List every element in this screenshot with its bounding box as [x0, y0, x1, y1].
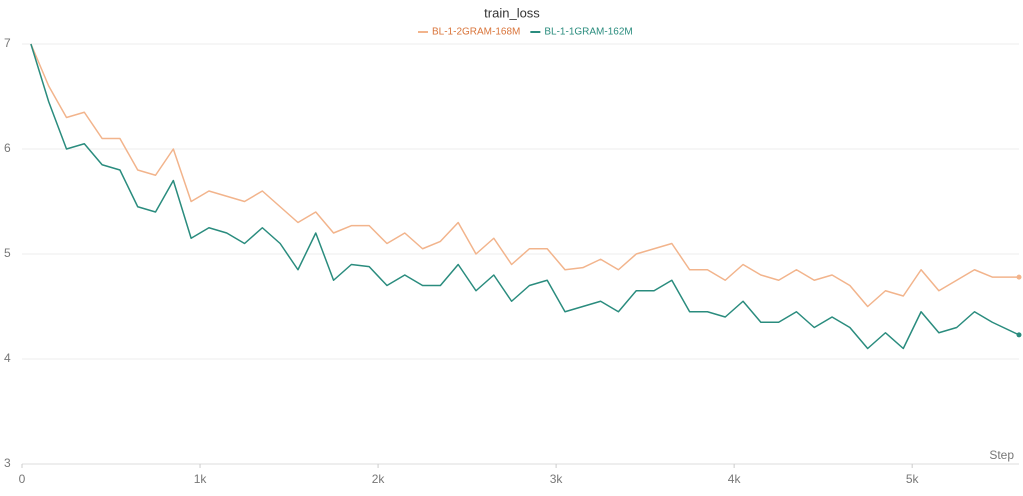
- legend-label: BL-1-1GRAM-162M: [544, 27, 632, 38]
- x-axis-label: Step: [989, 448, 1014, 462]
- y-tick-label: 3: [4, 456, 11, 470]
- legend-label: BL-1-2GRAM-168M: [432, 27, 520, 38]
- chart-title: train_loss: [484, 5, 540, 20]
- x-tick-label: 1k: [194, 472, 208, 486]
- x-tick-label: 3k: [550, 472, 564, 486]
- x-tick-label: 0: [19, 472, 26, 486]
- series-line: [30, 43, 1019, 308]
- y-tick-label: 4: [4, 351, 11, 365]
- series-line: [30, 43, 1020, 350]
- end-dot: [1016, 332, 1022, 338]
- end-dot: [1016, 274, 1022, 280]
- y-tick-label: 5: [4, 246, 11, 260]
- y-tick-label: 7: [4, 36, 11, 50]
- y-tick-label: 6: [4, 141, 11, 155]
- x-tick-label: 2k: [372, 472, 386, 486]
- x-tick-label: 5k: [906, 472, 920, 486]
- x-tick-label: 4k: [728, 472, 742, 486]
